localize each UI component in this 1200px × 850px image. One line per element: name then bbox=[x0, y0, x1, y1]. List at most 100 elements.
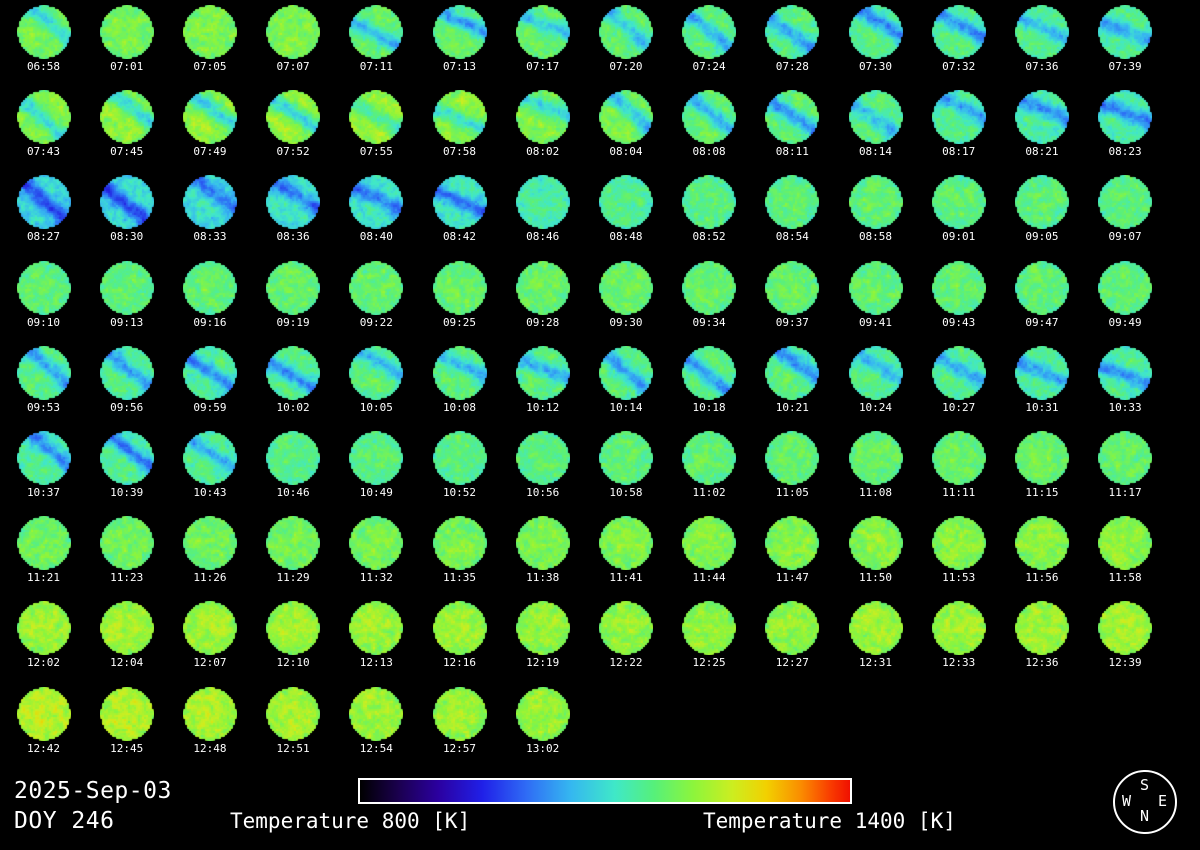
solar-disk-image[interactable] bbox=[931, 5, 986, 59]
frame-cell[interactable]: 08:21 bbox=[1000, 87, 1083, 172]
solar-disk-image[interactable] bbox=[182, 431, 237, 485]
frame-cell[interactable]: 08:17 bbox=[917, 87, 1000, 172]
solar-disk-image[interactable] bbox=[1098, 175, 1153, 230]
frame-cell[interactable]: 11:58 bbox=[1084, 513, 1167, 598]
frame-cell[interactable]: 07:55 bbox=[335, 87, 418, 172]
solar-disk-image[interactable] bbox=[515, 601, 570, 656]
solar-disk-image[interactable] bbox=[848, 516, 903, 571]
solar-disk-image[interactable] bbox=[515, 431, 570, 485]
frame-cell[interactable]: 09:16 bbox=[168, 258, 251, 343]
frame-cell[interactable]: 08:23 bbox=[1084, 87, 1167, 172]
frame-cell[interactable]: 07:49 bbox=[168, 87, 251, 172]
solar-disk-image[interactable] bbox=[266, 601, 321, 656]
frame-cell[interactable]: 12:54 bbox=[335, 684, 418, 769]
frame-cell[interactable]: 09:53 bbox=[2, 343, 85, 428]
solar-disk-image[interactable] bbox=[432, 686, 487, 741]
frame-cell[interactable]: 07:45 bbox=[85, 87, 168, 172]
frame-cell[interactable]: 07:13 bbox=[418, 2, 501, 87]
frame-cell[interactable]: 08:14 bbox=[834, 87, 917, 172]
frame-cell[interactable]: 11:02 bbox=[668, 428, 751, 513]
frame-cell[interactable]: 10:37 bbox=[2, 428, 85, 513]
frame-cell[interactable]: 12:36 bbox=[1000, 598, 1083, 683]
frame-cell[interactable]: 07:32 bbox=[917, 2, 1000, 87]
solar-disk-image[interactable] bbox=[1014, 260, 1069, 315]
solar-disk-image[interactable] bbox=[1014, 601, 1069, 656]
frame-cell[interactable]: 09:01 bbox=[917, 172, 1000, 257]
solar-disk-image[interactable] bbox=[931, 175, 986, 230]
solar-disk-image[interactable] bbox=[182, 516, 237, 571]
solar-disk-image[interactable] bbox=[349, 686, 404, 741]
frame-cell[interactable]: 12:07 bbox=[168, 598, 251, 683]
solar-disk-image[interactable] bbox=[99, 260, 154, 315]
solar-disk-image[interactable] bbox=[682, 5, 737, 59]
frame-cell[interactable]: 08:46 bbox=[501, 172, 584, 257]
frame-cell[interactable]: 08:48 bbox=[584, 172, 667, 257]
frame-cell[interactable]: 08:40 bbox=[335, 172, 418, 257]
solar-disk-image[interactable] bbox=[931, 601, 986, 656]
frame-cell[interactable]: 10:14 bbox=[584, 343, 667, 428]
frame-cell[interactable]: 12:33 bbox=[917, 598, 1000, 683]
solar-disk-image[interactable] bbox=[349, 175, 404, 230]
frame-cell[interactable]: 12:31 bbox=[834, 598, 917, 683]
solar-disk-image[interactable] bbox=[182, 601, 237, 656]
frame-cell[interactable]: 12:48 bbox=[168, 684, 251, 769]
frame-cell[interactable]: 06:58 bbox=[2, 2, 85, 87]
solar-disk-image[interactable] bbox=[848, 601, 903, 656]
solar-disk-image[interactable] bbox=[515, 175, 570, 230]
frame-cell[interactable]: 12:57 bbox=[418, 684, 501, 769]
frame-cell[interactable]: 10:24 bbox=[834, 343, 917, 428]
solar-disk-image[interactable] bbox=[266, 516, 321, 571]
frame-cell[interactable]: 13:02 bbox=[501, 684, 584, 769]
frame-cell[interactable]: 10:39 bbox=[85, 428, 168, 513]
frame-cell[interactable]: 12:04 bbox=[85, 598, 168, 683]
solar-disk-image[interactable] bbox=[765, 516, 820, 571]
solar-disk-image[interactable] bbox=[682, 175, 737, 230]
solar-disk-image[interactable] bbox=[16, 431, 71, 485]
frame-cell[interactable]: 09:07 bbox=[1084, 172, 1167, 257]
frame-cell[interactable]: 12:19 bbox=[501, 598, 584, 683]
frame-cell[interactable]: 11:32 bbox=[335, 513, 418, 598]
solar-disk-image[interactable] bbox=[931, 345, 986, 400]
solar-disk-image[interactable] bbox=[765, 260, 820, 315]
solar-disk-image[interactable] bbox=[16, 516, 71, 571]
solar-disk-image[interactable] bbox=[682, 601, 737, 656]
solar-disk-image[interactable] bbox=[682, 345, 737, 400]
solar-disk-image[interactable] bbox=[848, 260, 903, 315]
frame-cell[interactable]: 12:13 bbox=[335, 598, 418, 683]
solar-disk-image[interactable] bbox=[16, 175, 71, 230]
solar-disk-image[interactable] bbox=[515, 686, 570, 741]
solar-disk-image[interactable] bbox=[266, 260, 321, 315]
frame-cell[interactable]: 08:33 bbox=[168, 172, 251, 257]
solar-disk-image[interactable] bbox=[349, 5, 404, 59]
solar-disk-image[interactable] bbox=[1014, 345, 1069, 400]
solar-disk-image[interactable] bbox=[432, 5, 487, 59]
frame-cell[interactable]: 09:19 bbox=[252, 258, 335, 343]
solar-disk-image[interactable] bbox=[682, 516, 737, 571]
solar-disk-image[interactable] bbox=[182, 175, 237, 230]
frame-cell[interactable]: 11:29 bbox=[252, 513, 335, 598]
solar-disk-image[interactable] bbox=[765, 175, 820, 230]
solar-disk-image[interactable] bbox=[432, 175, 487, 230]
solar-disk-image[interactable] bbox=[1014, 5, 1069, 59]
frame-cell[interactable]: 07:36 bbox=[1000, 2, 1083, 87]
solar-disk-image[interactable] bbox=[598, 516, 653, 571]
solar-disk-image[interactable] bbox=[432, 345, 487, 400]
frame-cell[interactable]: 11:35 bbox=[418, 513, 501, 598]
frame-cell[interactable]: 09:25 bbox=[418, 258, 501, 343]
frame-cell[interactable]: 09:56 bbox=[85, 343, 168, 428]
solar-disk-image[interactable] bbox=[349, 601, 404, 656]
frame-cell[interactable]: 09:28 bbox=[501, 258, 584, 343]
frame-cell[interactable]: 12:16 bbox=[418, 598, 501, 683]
frame-cell[interactable]: 08:04 bbox=[584, 87, 667, 172]
solar-disk-image[interactable] bbox=[931, 90, 986, 145]
solar-disk-image[interactable] bbox=[1098, 5, 1153, 59]
solar-disk-image[interactable] bbox=[349, 90, 404, 145]
solar-disk-image[interactable] bbox=[765, 345, 820, 400]
solar-disk-image[interactable] bbox=[16, 90, 71, 145]
frame-cell[interactable]: 08:52 bbox=[668, 172, 751, 257]
solar-disk-image[interactable] bbox=[931, 260, 986, 315]
frame-cell[interactable]: 07:39 bbox=[1084, 2, 1167, 87]
frame-cell[interactable]: 10:56 bbox=[501, 428, 584, 513]
solar-disk-image[interactable] bbox=[515, 90, 570, 145]
frame-cell[interactable]: 07:43 bbox=[2, 87, 85, 172]
